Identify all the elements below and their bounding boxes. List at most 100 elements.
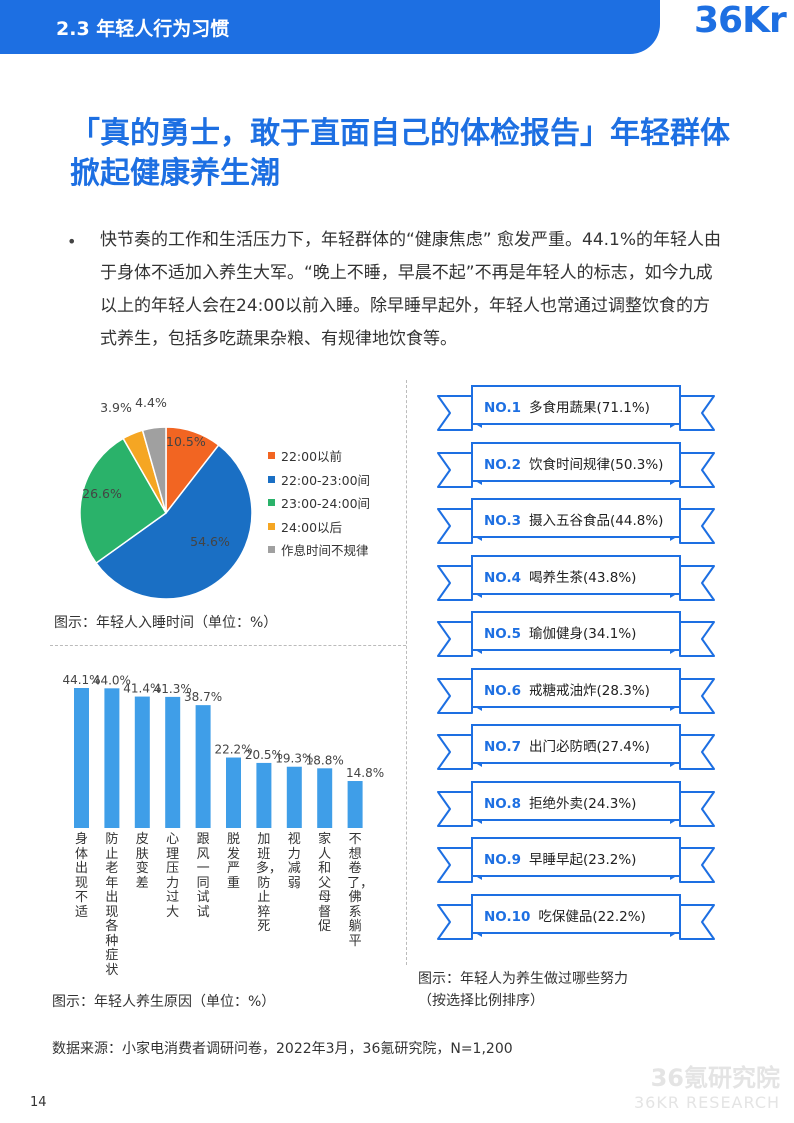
- ranking-label: 出门必防晒(27.4%): [529, 739, 650, 755]
- bar: [347, 781, 363, 828]
- ranking-item: NO.10 吃保健品(22.2%): [436, 891, 716, 941]
- ranking-item: NO.6 戒糖戒油炸(28.3%): [436, 665, 716, 715]
- legend-item: 24:00以后: [268, 515, 370, 539]
- ribbon-banner-icon: [437, 385, 715, 431]
- page-number: 14: [30, 1095, 47, 1110]
- bar-value-label: 38.7%: [184, 690, 222, 704]
- ranking-label: 瑜伽健身(34.1%): [529, 626, 637, 642]
- ranking-label: 多食用蔬果(71.1%): [529, 400, 650, 416]
- ranking-text: NO.7 出门必防晒(27.4%): [484, 735, 650, 755]
- ranking-label: 拒绝外卖(24.3%): [529, 795, 637, 812]
- ranking-number: NO.5: [484, 626, 521, 642]
- ranking-number: NO.1: [484, 400, 521, 416]
- bar-value-label: 14.8%: [346, 766, 384, 780]
- bar-category-label: 脱发严重: [226, 832, 240, 891]
- ribbon-banner-icon: [437, 780, 715, 827]
- legend-swatch: [268, 522, 275, 530]
- bar: [226, 757, 241, 828]
- ranking-text: NO.10 吃保健品(22.2%): [484, 905, 646, 925]
- ranking-text: NO.1 多食用蔬果(71.1%): [484, 396, 650, 416]
- bar: [165, 696, 181, 828]
- ribbon-banner-icon: [437, 441, 715, 488]
- ranking-caption: 图示：年轻人为养生做过哪些努力: [418, 971, 628, 987]
- ranking-number: NO.2: [484, 456, 521, 473]
- bar-category-label: 跟风一同试试: [196, 832, 210, 920]
- watermark: 36氪研究院 36KR RESEARCH: [634, 1058, 780, 1112]
- ranking-number: NO.9: [484, 852, 521, 868]
- bar: [256, 762, 272, 828]
- legend-label: 23:00-24:00间: [281, 496, 371, 512]
- ranking-label: 摄入五谷食品(44.8%): [529, 513, 664, 529]
- bar-value-label: 20.5%: [245, 748, 283, 762]
- watermark-line1: 36氪研究院: [650, 1064, 781, 1092]
- bar: [195, 705, 211, 828]
- bar: [134, 696, 150, 828]
- ranking-text: NO.5 瑜伽健身(34.1%): [484, 622, 636, 642]
- bar-category-label: 防止老年出现各种症状: [105, 832, 119, 978]
- legend-item: 22:00以前: [268, 444, 370, 468]
- data-source-note: 数据来源：小家电消费者调研问卷，2022年3月，36氪研究院，N=1,200: [52, 1041, 513, 1057]
- ranking-text: NO.3 摄入五谷食品(44.8%): [484, 509, 663, 529]
- legend-swatch: [268, 475, 275, 483]
- legend-label: 作息时间不规律: [281, 543, 369, 559]
- bullet-icon: •: [67, 232, 77, 251]
- health-reason-bar-chart: 44.1%44.0%41.4%41.3%38.7% 22.2%20.5%19.3%…: [62, 673, 384, 828]
- header-bar: [0, 0, 660, 54]
- bar-category-label: 视力减弱: [287, 832, 301, 891]
- ranking-number: NO.10: [484, 908, 531, 925]
- ranking-item: NO.4 喝养生茶(43.8%): [436, 552, 716, 602]
- body-paragraph: 快节奏的工作和生活压力下，年轻群体的“健康焦虑” 愈发严重。44.1%的年轻人由…: [100, 230, 722, 349]
- ranking-label: 喝养生茶(43.8%): [529, 569, 637, 586]
- ranking-text: NO.6 戒糖戒油炸(28.3%): [484, 679, 650, 699]
- bar-value-label: 41.3%: [154, 682, 192, 696]
- pie-value-label: 10.5%: [166, 434, 206, 449]
- pie-caption: 图示：年轻人入睡时间（单位：%）: [54, 615, 278, 631]
- ranking-number: NO.8: [484, 795, 521, 812]
- ranking-text: NO.9 早睡早起(23.2%): [484, 848, 636, 868]
- ribbon-banner-icon: [437, 724, 715, 770]
- ribbon-banner-icon: [437, 554, 715, 601]
- bar-value-label: 44.1%: [62, 673, 100, 687]
- pie-value-label: 3.9%: [100, 400, 132, 415]
- ranking-item: NO.5 瑜伽健身(34.1%): [436, 608, 716, 658]
- ranking-text: NO.4 喝养生茶(43.8%): [484, 566, 636, 586]
- legend-swatch: [268, 499, 275, 507]
- bar-caption: 图示：年轻人养生原因（单位：%）: [52, 994, 276, 1010]
- legend-swatch: [268, 452, 275, 460]
- bar: [317, 768, 333, 828]
- legend-item: 作息时间不规律: [268, 538, 370, 562]
- pie-slice: [141, 426, 167, 514]
- ribbon-banner-icon: [437, 893, 715, 940]
- ranking-item: NO.1 多食用蔬果(71.1%): [436, 382, 716, 432]
- bar-category-label: 心理压力过大: [166, 832, 180, 920]
- ranking-label: 早睡早起(23.2%): [529, 852, 637, 868]
- ranking-item: NO.9 早睡早起(23.2%): [436, 834, 716, 884]
- bar-category-label: 家人和父母督促: [318, 832, 332, 934]
- bar-category-label: 身体出现不适: [74, 832, 88, 920]
- legend-label: 24:00以后: [281, 519, 343, 535]
- ranking-label: 戒糖戒油炸(28.3%): [529, 682, 650, 699]
- ranking-text: NO.8 拒绝外卖(24.3%): [484, 792, 636, 812]
- pie-value-label: 4.4%: [135, 395, 167, 410]
- legend-label: 22:00-23:00间: [281, 472, 371, 488]
- ranking-item: NO.3 摄入五谷食品(44.8%): [436, 495, 716, 545]
- ranking-number: NO.4: [484, 569, 521, 586]
- bar-category-label: 皮肤变差: [135, 832, 149, 891]
- ranking-number: NO.7: [484, 739, 521, 755]
- bar: [104, 688, 120, 828]
- ranking-item: NO.8 拒绝外卖(24.3%): [436, 778, 716, 828]
- ranking-item: NO.2 饮食时间规律(50.3%): [436, 439, 716, 489]
- bar-category-label: 加班多，防止猝死: [255, 832, 282, 934]
- ribbon-banner-icon: [437, 667, 715, 714]
- pie-slice: [95, 443, 253, 600]
- ranking-item: NO.7 出门必防晒(27.4%): [436, 721, 716, 771]
- sleep-time-pie-chart: 10.5% 54.6% 26.6% 3.9% 4.4%: [79, 395, 253, 600]
- bar-value-label: 22.2%: [214, 743, 252, 757]
- pie-value-label: 54.6%: [190, 534, 230, 549]
- bar-value-label: 19.3%: [275, 752, 313, 766]
- legend-label: 22:00以前: [281, 449, 343, 465]
- bar-category-label: 不想卷了，佛系躺平: [347, 832, 374, 949]
- bar-value-label: 18.8%: [306, 753, 344, 767]
- section-title: 2.3 年轻人行为习惯: [56, 18, 230, 40]
- pie-value-label: 26.6%: [82, 486, 122, 501]
